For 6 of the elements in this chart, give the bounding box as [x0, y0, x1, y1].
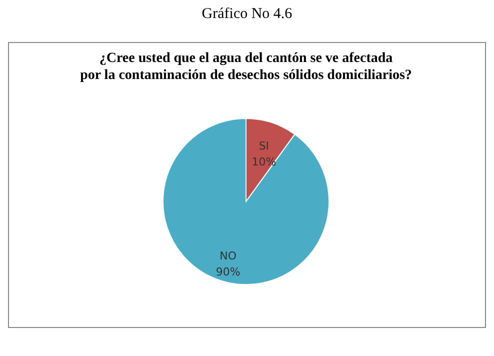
chart-subtitle: ¿Cree usted que el agua del cantón se ve afectada por la contaminación de desechos sólidos domiciliarios? — [80, 51, 412, 83]
pie-slice — [162, 118, 330, 285]
slice-label: NO — [220, 250, 237, 263]
slice-label: SI — [258, 139, 270, 152]
chart-title: Gráfico No 4.6 — [200, 6, 294, 24]
data-label: 90% — [216, 266, 240, 279]
